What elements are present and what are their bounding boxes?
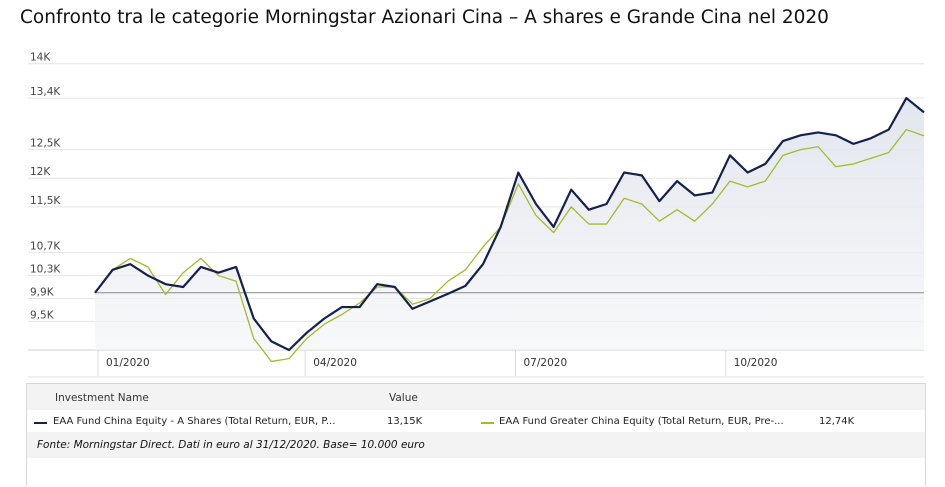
y-tick-label-6: 10,3K xyxy=(30,264,61,276)
area-series-1 xyxy=(95,98,924,350)
y-tick-label-4: 11,5K xyxy=(30,195,61,207)
legend-value-series-2: 12,74K xyxy=(819,416,855,427)
x-tick-label-2: 07/2020 xyxy=(524,357,568,369)
legend-swatch-series-1 xyxy=(34,422,47,424)
legend-header-value: Value xyxy=(389,392,418,404)
x-tick-label-1: 04/2020 xyxy=(313,357,357,369)
legend-name-series-1: EAA Fund China Equity - A Shares (Total … xyxy=(53,416,336,427)
y-tick-label-7: 9,9K xyxy=(30,286,55,298)
area-fill xyxy=(95,98,924,350)
series-group xyxy=(94,96,925,363)
y-tick-label-5: 10,7K xyxy=(30,241,61,253)
series-line-2 xyxy=(94,128,925,363)
x-tick-label-3: 10/2020 xyxy=(734,357,778,369)
x-axis-ticks: 01/2020 04/2020 07/2020 10/2020 xyxy=(28,350,924,378)
y-tick-label-2: 12,5K xyxy=(30,138,61,150)
series-line-1 xyxy=(94,96,925,352)
y-tick-label-1: 13,4K xyxy=(30,86,61,98)
x-tick-label-0: 01/2020 xyxy=(106,357,150,369)
y-axis-ticks: 14K 13,4K 12,5K 12K 11,5K 10,7K 10,3K 9,9K 9,5K xyxy=(30,52,61,322)
source-note: Fonte: Morningstar Direct. Dati in euro … xyxy=(37,439,425,451)
line-chart: 14K13,4K12,5K12K11,5K10,7K10,3K9,9K9,5K … xyxy=(28,52,925,378)
y-tick-label-3: 12K xyxy=(30,166,51,178)
chart-title: Confronto tra le categorie Morningstar A… xyxy=(20,7,829,28)
legend-table: Investment Name Value EAA Fund China Equ… xyxy=(26,383,926,486)
legend-value-series-1: 13,15K xyxy=(387,416,423,427)
legend-swatch-series-2 xyxy=(481,422,494,424)
source-row: Fonte: Morningstar Direct. Dati in euro … xyxy=(27,432,925,458)
legend-row: EAA Fund China Equity - A Shares (Total … xyxy=(27,410,925,432)
legend-name-series-2: EAA Fund Greater China Equity (Total Ret… xyxy=(499,416,784,427)
legend-header-name: Investment Name xyxy=(55,392,149,404)
y-tick-label-8: 9,5K xyxy=(30,309,55,321)
y-tick-label-0: 14K xyxy=(30,52,51,64)
legend-header: Investment Name Value xyxy=(27,384,925,410)
